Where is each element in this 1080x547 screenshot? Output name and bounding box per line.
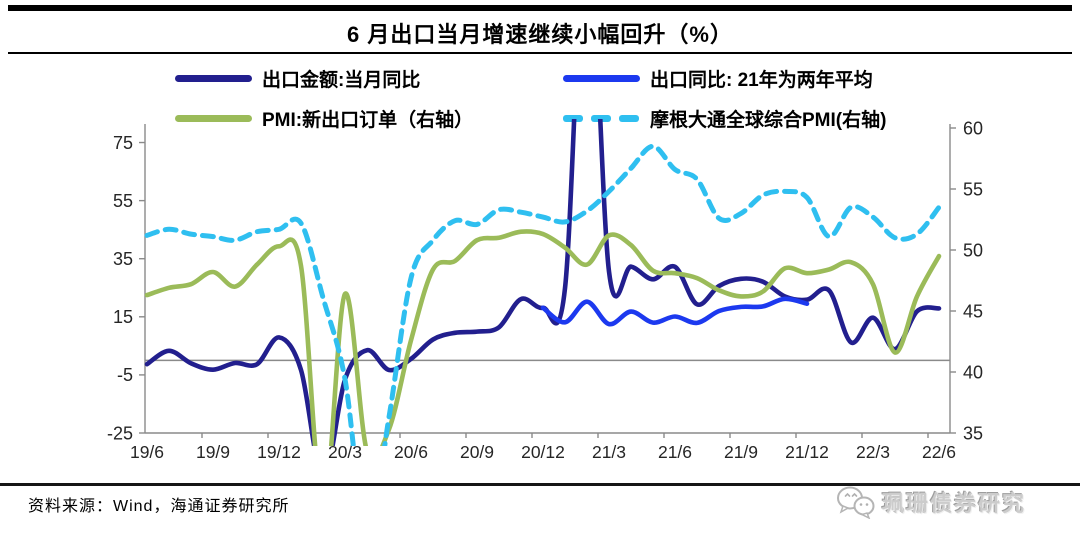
footer-divider xyxy=(0,483,1080,486)
x-axis-tick-label: 19/6 xyxy=(130,442,164,462)
chart-title: 6 月出口当月增速继续小幅回升（%） xyxy=(347,22,733,47)
watermark: 珮珊债券研究 xyxy=(836,485,1026,519)
legend-label: 出口金额:当月同比 xyxy=(262,69,421,91)
x-axis-tick-label: 19/9 xyxy=(196,442,230,462)
legend-label: 摩根大通全球综合PMI(右轴) xyxy=(650,109,887,131)
source-note: 资料来源：Wind，海通证券研究所 xyxy=(28,498,290,515)
y-axis-left-tick-label: 15 xyxy=(113,307,133,327)
legend-item-jpm-global-pmi: 摩根大通全球综合PMI(右轴) xyxy=(563,106,887,131)
wechat-logo-icon xyxy=(837,486,875,519)
y-axis-left-tick-label: -25 xyxy=(107,423,133,443)
x-axis-tick-label: 20/9 xyxy=(460,442,494,462)
y-axis-right-tick-label: 40 xyxy=(963,362,983,382)
x-axis-tick-label: 20/3 xyxy=(328,442,362,462)
y-axis-right-tick-label: 45 xyxy=(963,301,983,321)
series-line-pmi-new-export-orders xyxy=(144,229,942,446)
y-axis-right-tick-label: 60 xyxy=(963,118,983,138)
legend-item-export-two-year-avg: 出口同比: 21年为两年平均 xyxy=(563,66,873,91)
legend-swatch-export-value-yoy xyxy=(175,74,252,82)
series-line-jpm-global-composite-pmi xyxy=(144,143,942,446)
y-axis-left-tick-label: 55 xyxy=(113,191,133,211)
legend-swatch-pmi-new-export-orders xyxy=(175,114,252,122)
x-axis-tick-label: 19/12 xyxy=(257,442,301,462)
watermark-text: 珮珊债券研究 xyxy=(882,491,1027,516)
legend-swatch-jpm-global-pmi xyxy=(563,114,640,122)
legend-label: PMI:新出口订单（右轴） xyxy=(262,109,474,131)
y-axis-right-tick-label: 35 xyxy=(963,423,983,443)
x-axis-tick-label: 22/3 xyxy=(856,442,890,462)
series-lines xyxy=(144,119,942,446)
series-line-export-yoy-two-year-avg xyxy=(540,296,810,327)
top-rule xyxy=(8,5,1072,11)
x-axis-tick-label: 21/12 xyxy=(785,442,829,462)
x-axis-tick-label: 20/6 xyxy=(394,442,428,462)
series-line-export-value-yoy xyxy=(144,119,942,446)
y-axis-left-tick-label: 75 xyxy=(113,133,133,153)
legend-dash xyxy=(563,114,583,122)
legend-dash xyxy=(619,114,639,122)
legend-bar xyxy=(175,74,252,82)
legend-item-pmi-new-export-orders: PMI:新出口订单（右轴） xyxy=(175,106,474,131)
legend-dash xyxy=(591,114,611,122)
axes xyxy=(139,124,956,438)
legend-bar xyxy=(175,114,252,122)
x-axis-tick-label: 21/9 xyxy=(724,442,758,462)
legend-label: 出口同比: 21年为两年平均 xyxy=(650,69,873,91)
title-divider xyxy=(8,52,1072,54)
legend-swatch-export-two-year-avg xyxy=(563,74,640,82)
y-axis-left-tick-label: 35 xyxy=(113,249,133,269)
y-axis-right-tick-label: 55 xyxy=(963,179,983,199)
y-axis-left-tick-label: -5 xyxy=(117,365,133,385)
x-axis-tick-label: 22/6 xyxy=(922,442,956,462)
legend-item-export-value-yoy: 出口金额:当月同比 xyxy=(175,66,421,91)
x-axis-tick-label: 20/12 xyxy=(521,442,565,462)
axis-labels: -25 -5 15 35 55 75 35 40 45 50 55 60 19/6 19/9 19/12 20… xyxy=(107,118,983,462)
x-axis-tick-label: 21/3 xyxy=(592,442,626,462)
x-axis-tick-label: 21/6 xyxy=(658,442,692,462)
y-axis-right-tick-label: 50 xyxy=(963,240,983,260)
legend-bar xyxy=(563,74,640,82)
